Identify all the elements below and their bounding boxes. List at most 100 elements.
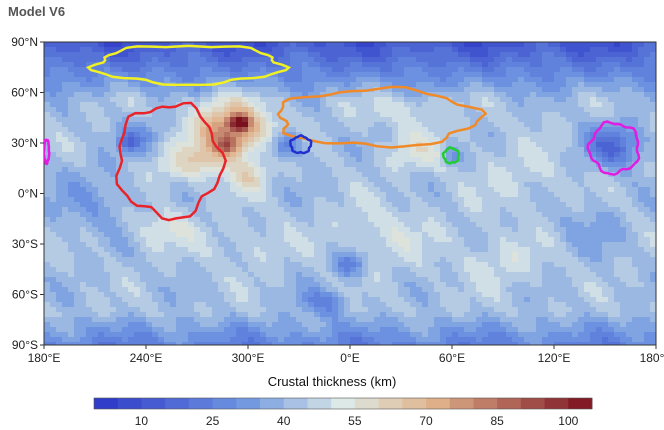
map-cell — [212, 162, 219, 168]
map-cell — [284, 202, 291, 208]
map-cell — [314, 82, 321, 88]
map-cell — [332, 107, 339, 113]
map-cell — [620, 127, 627, 133]
map-cell — [530, 72, 537, 78]
map-cell — [590, 227, 597, 233]
map-cell — [614, 217, 621, 223]
map-cell — [326, 107, 333, 113]
map-cell — [296, 147, 303, 153]
map-cell — [200, 67, 207, 73]
map-cell — [386, 97, 393, 103]
map-cell — [464, 112, 471, 118]
map-cell — [458, 137, 465, 143]
map-cell — [68, 72, 75, 78]
map-cell — [290, 132, 297, 138]
map-cell — [416, 267, 423, 273]
map-cell — [542, 272, 549, 278]
map-cell — [194, 217, 201, 223]
map-cell — [68, 42, 75, 48]
map-cell — [512, 217, 519, 223]
map-cell — [572, 157, 579, 163]
map-cell — [350, 57, 357, 63]
map-cell — [182, 42, 189, 48]
map-cell — [632, 272, 639, 278]
map-cell — [248, 112, 255, 118]
map-cell — [554, 197, 561, 203]
map-cell — [434, 217, 441, 223]
map-cell — [560, 277, 567, 283]
map-cell — [410, 147, 417, 153]
map-cell — [188, 257, 195, 263]
map-cell — [518, 222, 525, 228]
map-cell — [434, 122, 441, 128]
map-cell — [284, 242, 291, 248]
map-cell — [128, 232, 135, 238]
map-cell — [98, 252, 105, 258]
map-cell — [206, 197, 213, 203]
map-cell — [380, 52, 387, 58]
map-cell — [356, 212, 363, 218]
map-cell — [560, 152, 567, 158]
map-cell — [428, 102, 435, 108]
map-cell — [374, 227, 381, 233]
map-cell — [164, 112, 171, 118]
map-cell — [152, 212, 159, 218]
map-cell — [50, 87, 57, 93]
map-cell — [236, 177, 243, 183]
map-cell — [452, 282, 459, 288]
map-cell — [596, 122, 603, 128]
map-cell — [98, 202, 105, 208]
map-cell — [578, 237, 585, 243]
map-cell — [458, 67, 465, 73]
map-cell — [254, 207, 261, 213]
map-cell — [224, 207, 231, 213]
map-cell — [476, 97, 483, 103]
map-cell — [212, 152, 219, 158]
map-cell — [644, 162, 651, 168]
map-cell — [506, 107, 513, 113]
map-cell — [608, 127, 615, 133]
map-cell — [524, 262, 531, 268]
map-cell — [512, 187, 519, 193]
map-cell — [494, 177, 501, 183]
map-cell — [260, 277, 267, 283]
map-cell — [596, 177, 603, 183]
map-cell — [92, 127, 99, 133]
map-cell — [140, 87, 147, 93]
map-cell — [602, 62, 609, 68]
map-cell — [500, 42, 507, 48]
map-cell — [410, 122, 417, 128]
map-cell — [518, 177, 525, 183]
map-cell — [206, 62, 213, 68]
map-cell — [536, 87, 543, 93]
map-cell — [332, 62, 339, 68]
map-cell — [356, 147, 363, 153]
map-cell — [236, 52, 243, 58]
map-cell — [458, 257, 465, 263]
map-cell — [356, 207, 363, 213]
map-cell — [446, 67, 453, 73]
map-cell — [290, 167, 297, 173]
map-cell — [146, 112, 153, 118]
map-cell — [530, 257, 537, 263]
map-cell — [308, 237, 315, 243]
map-cell — [260, 177, 267, 183]
map-cell — [374, 222, 381, 228]
map-cell — [62, 142, 69, 148]
map-cell — [104, 262, 111, 268]
map-cell — [554, 177, 561, 183]
map-cell — [542, 52, 549, 58]
map-cell — [542, 177, 549, 183]
map-cell — [74, 172, 81, 178]
map-cell — [578, 277, 585, 283]
map-cell — [476, 112, 483, 118]
map-cell — [140, 42, 147, 48]
map-cell — [524, 212, 531, 218]
map-cell — [98, 282, 105, 288]
map-cell — [290, 82, 297, 88]
map-cell — [494, 227, 501, 233]
map-cell — [512, 277, 519, 283]
map-cell — [140, 72, 147, 78]
map-cell — [428, 42, 435, 48]
map-cell — [164, 157, 171, 163]
